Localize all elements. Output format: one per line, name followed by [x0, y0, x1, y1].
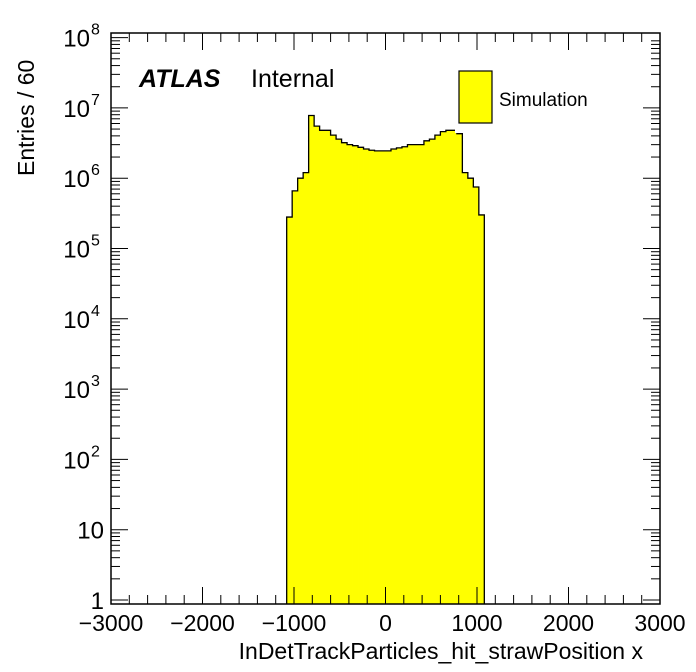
- histogram-bin: [429, 139, 436, 605]
- x-tick-label: −2000: [170, 610, 235, 636]
- y-axis-label: Entries / 60: [13, 60, 39, 176]
- histogram-bin: [451, 130, 458, 604]
- histogram-bin: [418, 144, 425, 604]
- x-tick-label: 3000: [634, 610, 685, 636]
- histogram-bin: [401, 146, 408, 605]
- atlas-label: ATLAS: [138, 65, 221, 93]
- x-tick-label: 2000: [543, 610, 594, 636]
- histogram-bin: [462, 172, 469, 605]
- y-tick-label: 10: [63, 166, 90, 193]
- histogram-bin: [336, 139, 342, 605]
- y-tick-label: 10: [63, 447, 90, 474]
- histogram-bin: [325, 130, 331, 604]
- histogram-bin: [352, 145, 359, 604]
- x-tick-label: 1000: [451, 610, 502, 636]
- histogram-bin: [390, 149, 397, 604]
- y-tick-label: 10: [63, 307, 90, 334]
- y-tick-exponent: 7: [91, 92, 100, 109]
- histogram-bin: [423, 140, 430, 604]
- y-tick-exponent: 4: [91, 303, 100, 320]
- histogram-bin: [412, 144, 419, 604]
- histogram-bin: [374, 150, 381, 605]
- y-tick-exponent: 8: [91, 22, 100, 39]
- histogram-bin: [369, 150, 375, 604]
- x-tick-label: −1000: [262, 610, 327, 636]
- histogram-bin: [286, 217, 293, 604]
- histogram-bin: [308, 115, 315, 604]
- y-tick-exponent: 2: [91, 443, 100, 460]
- histogram-bin: [440, 131, 447, 604]
- histogram-bin: [478, 214, 485, 604]
- histogram-bin: [314, 126, 321, 605]
- y-tick-label: 10: [63, 96, 90, 123]
- histogram-bin: [385, 150, 392, 605]
- y-tick-label: 1: [91, 588, 104, 615]
- histogram-bin: [297, 178, 304, 604]
- x-axis-label: InDetTrackParticles_hit_strawPosition x: [239, 638, 644, 664]
- histogram-bin: [467, 178, 474, 604]
- histogram-bin: [358, 147, 364, 604]
- x-tick-label: −3000: [79, 610, 144, 636]
- histogram-bin: [363, 149, 370, 604]
- legend-label: Simulation: [499, 90, 588, 111]
- internal-label: Internal: [251, 65, 334, 93]
- histogram-bin: [319, 130, 326, 604]
- histogram-bin: [303, 172, 310, 605]
- histogram-bin: [330, 135, 337, 605]
- histogram-bin: [341, 142, 348, 604]
- histogram-bin: [292, 190, 299, 605]
- histogram-bin: [347, 144, 353, 604]
- histogram-bin: [473, 186, 480, 604]
- histogram-bin: [456, 133, 463, 604]
- histogram-bin: [380, 150, 386, 605]
- histogram-bin: [396, 147, 403, 604]
- y-tick-exponent: 5: [91, 233, 100, 250]
- legend-swatch: [458, 70, 493, 124]
- histogram-bin: [407, 144, 414, 604]
- histogram-bin: [434, 135, 441, 605]
- y-tick-exponent: 6: [91, 162, 100, 179]
- y-tick-exponent: 3: [91, 373, 100, 390]
- plot-frame: [110, 32, 661, 605]
- y-tick-label: 10: [77, 518, 104, 545]
- y-tick-label: 10: [63, 237, 90, 264]
- y-tick-label: 10: [63, 377, 90, 404]
- x-tick-label: 0: [379, 610, 392, 636]
- y-tick-label: 10: [63, 26, 90, 53]
- histogram-bin: [445, 130, 452, 604]
